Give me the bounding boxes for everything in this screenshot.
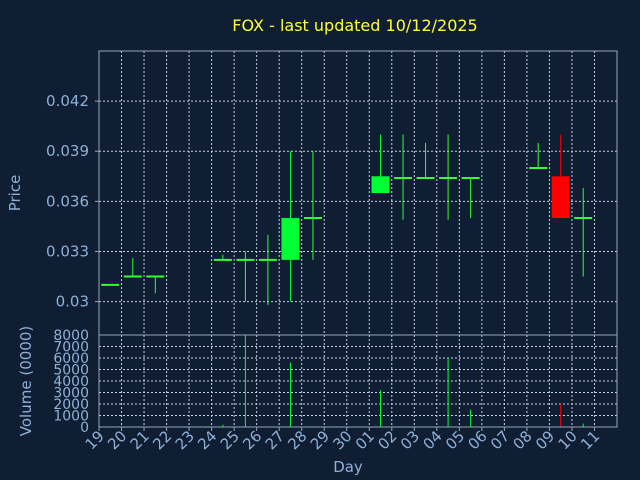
volume-ytick-label: 6000 [53, 351, 89, 367]
price-panel: 0.03 0.033 0.036 0.039 0.042 [46, 50, 618, 336]
x-tick-label: 11 [577, 427, 603, 453]
candle-body [371, 176, 390, 193]
price-ytick-label: 0.036 [46, 192, 89, 210]
volume-ytick-label: 1000 [53, 409, 89, 425]
price-plot-area [99, 51, 617, 335]
volume-ytick-label: 3000 [53, 386, 89, 402]
price-ytick-label: 0.039 [46, 142, 89, 160]
price-axis-title: Price [6, 175, 24, 212]
volume-ytick-label: 8000 [53, 328, 89, 344]
price-ytick-label: 0.042 [46, 92, 89, 110]
volume-ytick-label: 5000 [53, 363, 89, 379]
candle-body [551, 176, 570, 219]
volume-ytick-label: 7000 [53, 340, 89, 356]
volume-plot-area [99, 335, 617, 427]
volume-frame [98, 334, 618, 428]
volume-ytick-label: 2000 [53, 397, 89, 413]
volume-ytick-label: 4000 [53, 374, 89, 390]
x-axis-title: Day [333, 458, 363, 476]
volume-axis-title: Volume (0000) [17, 326, 35, 436]
price-ytick-label: 0.03 [56, 293, 89, 311]
candle-body [281, 218, 300, 260]
volume-ytick-label: 0 [80, 420, 89, 436]
chart-title: FOX - last updated 10/12/2025 [232, 16, 477, 35]
price-ytick-label: 0.033 [46, 242, 89, 260]
